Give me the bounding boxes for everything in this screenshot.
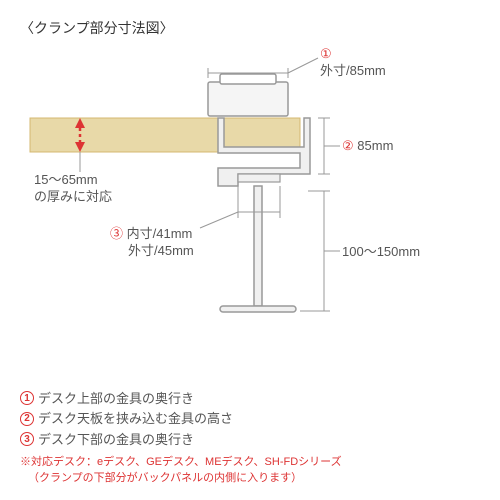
label-1: ① 外寸/85mm [320,46,386,80]
label-2: ② 85mm [342,138,393,155]
legend: 1デスク上部の金具の奥行き 2デスク天板を挟み込む金具の高さ 3デスク下部の金具… [20,389,233,451]
compatibility-note: ※対応デスク：eデスク、GEデスク、MEデスク、SH-FDシリーズ （クランプの… [20,455,342,486]
label-thickness: 15〜65mm の厚みに対応 [34,172,112,206]
label-3: ③ 内寸/41mm 外寸/45mm [110,226,194,260]
diagram-title: 〈クランプ部分寸法図〉 [20,18,480,38]
label-height: 100〜150mm [342,244,420,261]
clamp-diagram: ① 外寸/85mm ② 85mm 15〜65mm の厚みに対応 ③ 内寸/41m… [20,46,480,356]
